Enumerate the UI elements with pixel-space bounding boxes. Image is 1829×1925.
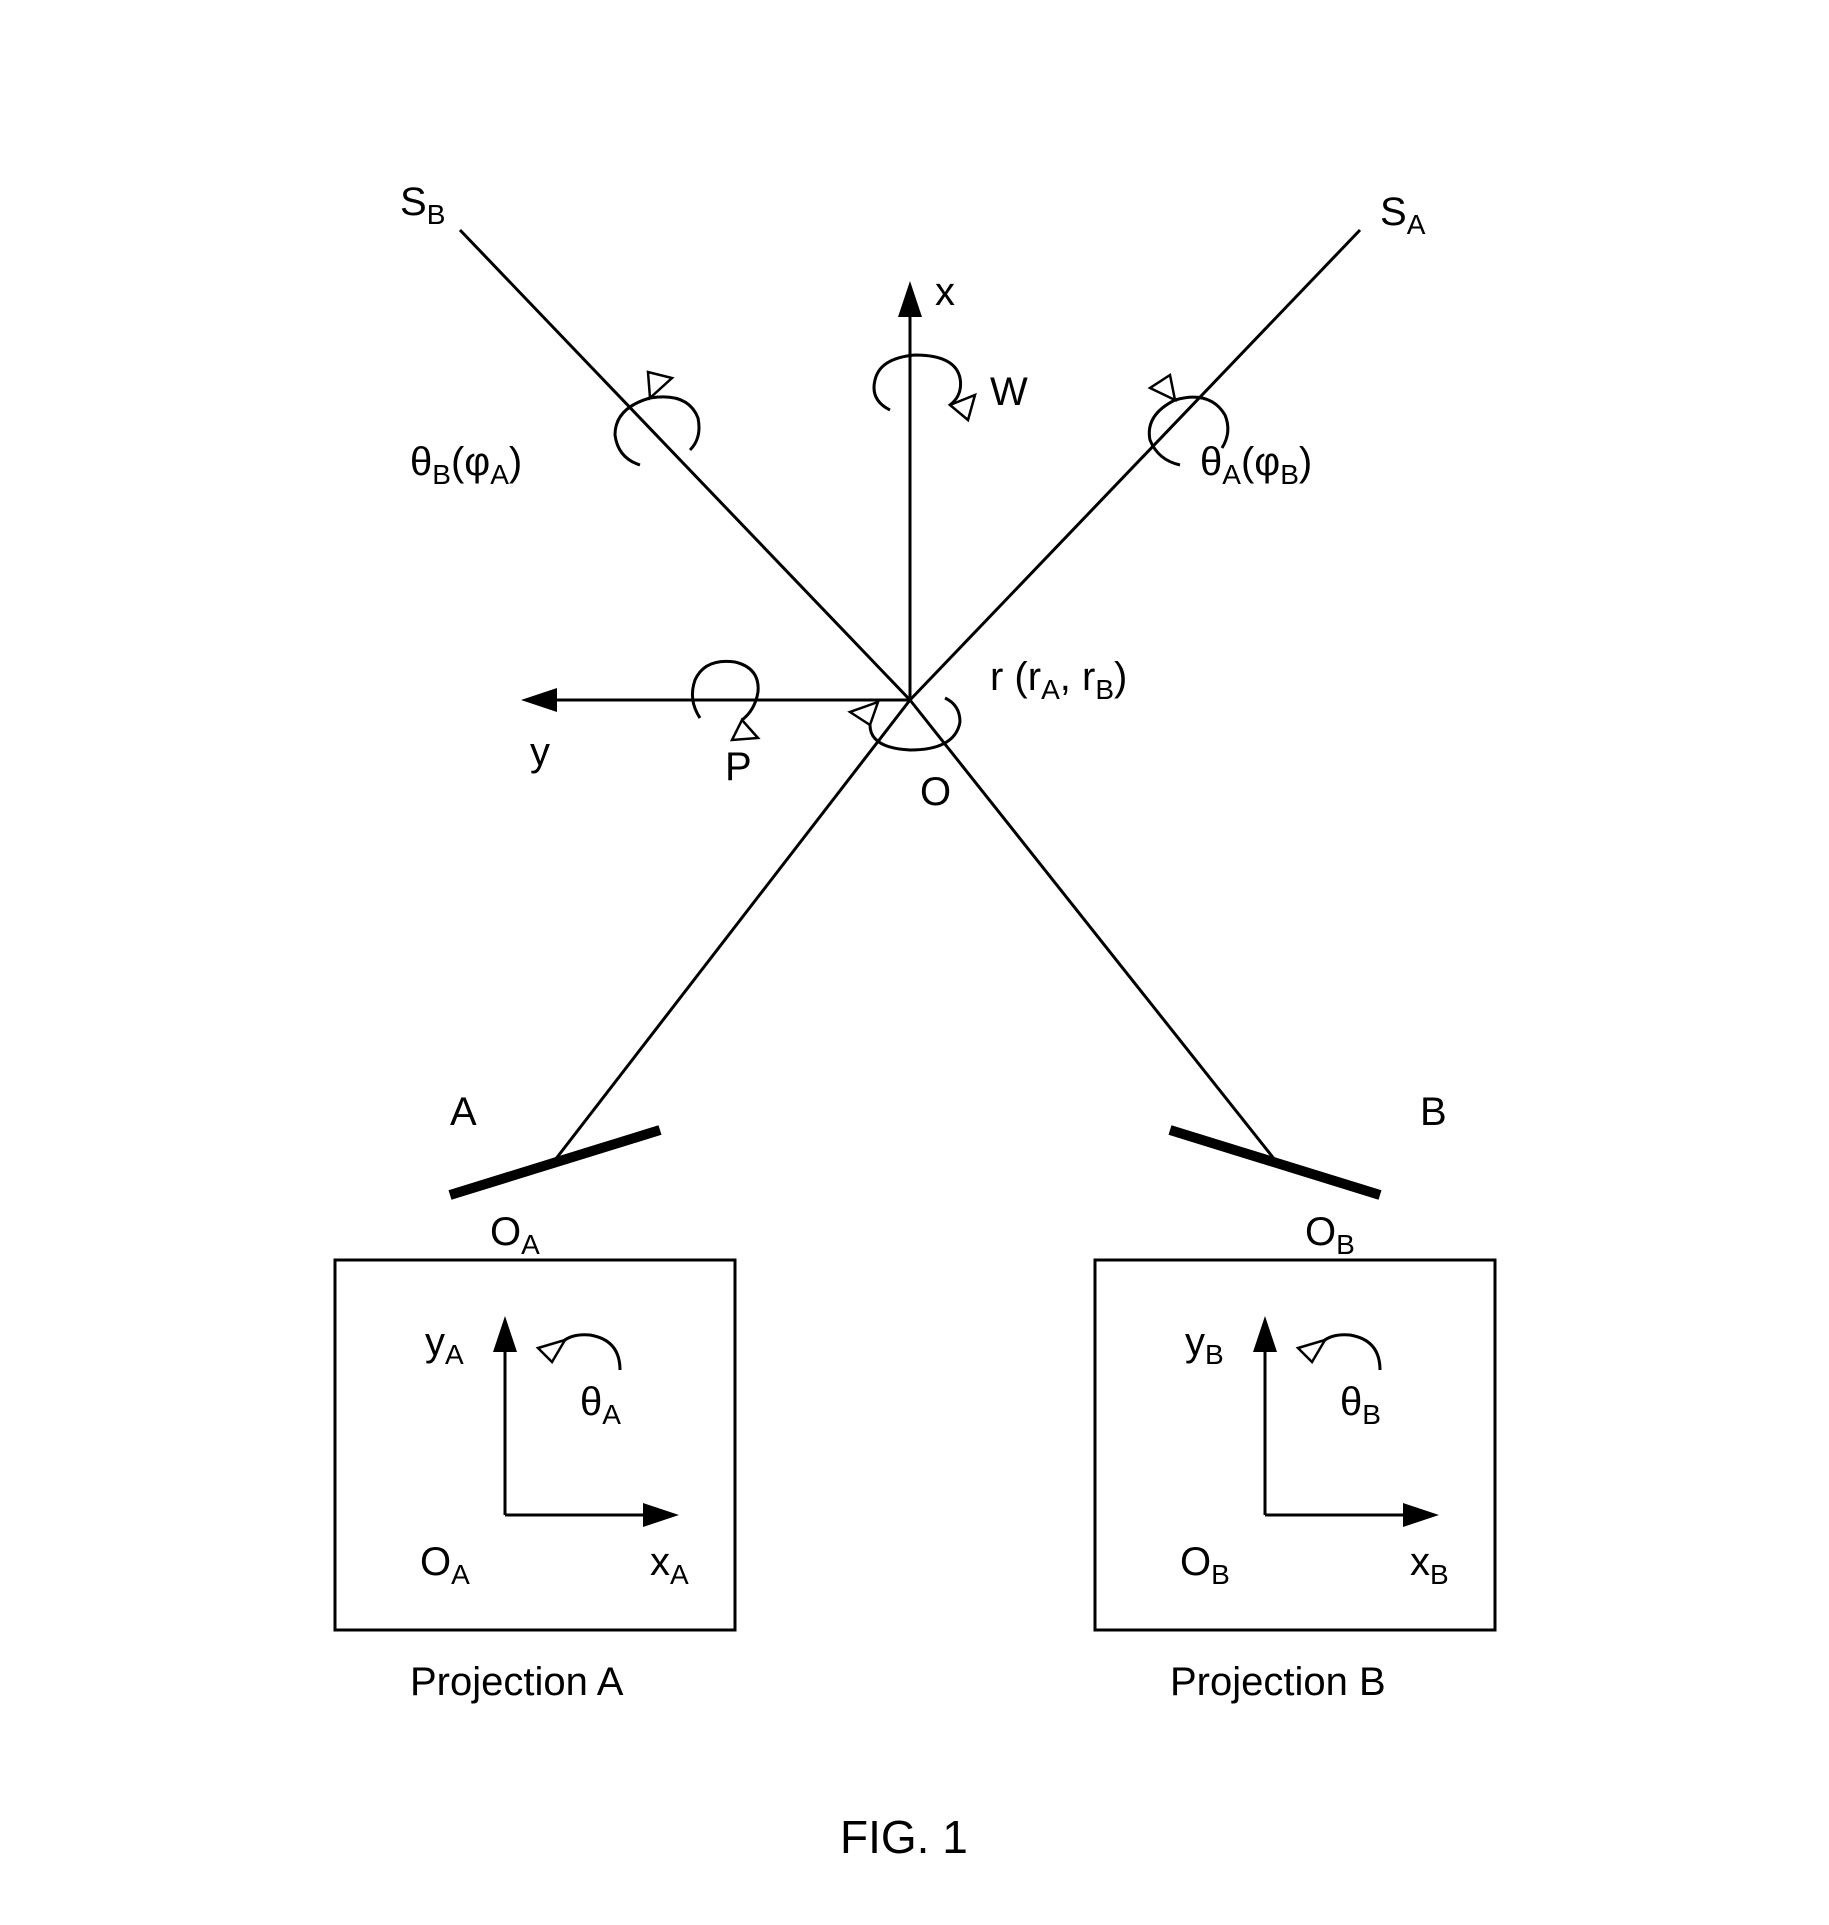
- proj-A-theta-arrow: [538, 1335, 620, 1370]
- label-y-axis: y: [530, 730, 550, 775]
- label-x-axis: x: [935, 270, 955, 315]
- figure-caption: FIG. 1: [840, 1810, 968, 1864]
- label-W: W: [990, 370, 1028, 415]
- diagram-container: x y O SA SB W P r (rA, rB) θA(φB) θB(φA)…: [0, 0, 1829, 1925]
- label-OA-det: OA: [490, 1210, 540, 1261]
- diagram-svg: [0, 0, 1829, 1925]
- label-r: r (rA, rB): [990, 655, 1127, 706]
- label-O: O: [920, 770, 951, 815]
- ray-SB: [460, 230, 910, 700]
- label-thetaB: θB(φA): [410, 440, 522, 491]
- proj-A-OA: OA: [420, 1540, 470, 1591]
- label-OB-det: OB: [1305, 1210, 1355, 1261]
- rotation-W: [874, 355, 975, 420]
- detector-A: [450, 1130, 660, 1195]
- proj-A-caption: Projection A: [410, 1660, 623, 1705]
- proj-B-xB: xB: [1410, 1540, 1449, 1591]
- label-thetaA: θA(φB): [1200, 440, 1312, 491]
- detector-B: [1170, 1130, 1380, 1195]
- proj-B-caption: Projection B: [1170, 1660, 1386, 1705]
- label-SB: SB: [400, 180, 445, 231]
- rotation-thetaB: [615, 372, 699, 465]
- proj-A-yA: yA: [425, 1320, 464, 1371]
- proj-B-yB: yB: [1185, 1320, 1224, 1371]
- proj-A-thetaA: θA: [580, 1380, 621, 1431]
- ray-to-B: [910, 700, 1275, 1160]
- proj-B-OB: OB: [1180, 1540, 1230, 1591]
- label-detector-A: A: [450, 1090, 477, 1135]
- label-detector-B: B: [1420, 1090, 1447, 1135]
- proj-A-xA: xA: [650, 1540, 689, 1591]
- label-SA: SA: [1380, 190, 1425, 241]
- proj-B-theta-arrow: [1298, 1335, 1380, 1370]
- label-P: P: [725, 745, 752, 790]
- proj-B-thetaB: θB: [1340, 1380, 1381, 1431]
